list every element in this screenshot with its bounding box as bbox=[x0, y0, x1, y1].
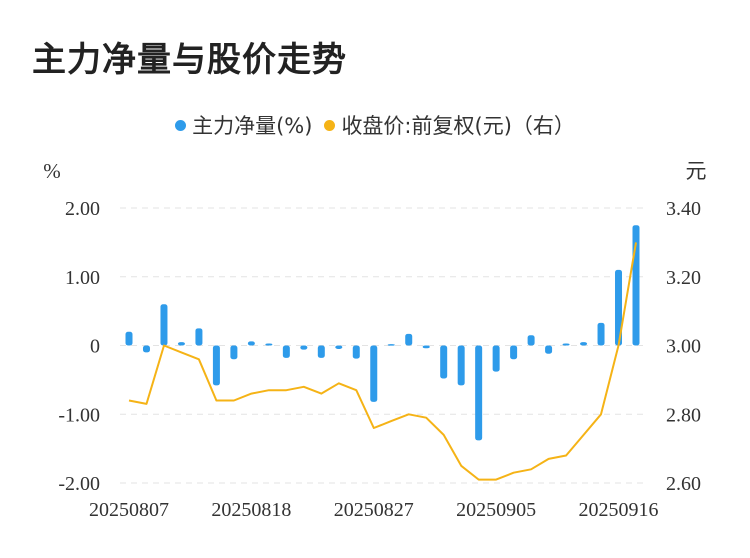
right-axis-unit: 元 bbox=[686, 159, 707, 183]
bar[interactable] bbox=[265, 343, 273, 346]
bar[interactable] bbox=[422, 345, 430, 349]
bar[interactable] bbox=[562, 343, 570, 346]
bar[interactable] bbox=[195, 328, 203, 346]
bar[interactable] bbox=[177, 342, 185, 346]
right-tick-label: 2.80 bbox=[666, 404, 701, 426]
left-axis-unit: % bbox=[43, 159, 61, 183]
bar[interactable] bbox=[457, 345, 465, 386]
left-tick-label: -1.00 bbox=[58, 404, 100, 426]
bar[interactable] bbox=[440, 345, 448, 379]
right-tick-label: 2.60 bbox=[666, 473, 701, 495]
bar[interactable] bbox=[510, 345, 518, 360]
bar[interactable] bbox=[125, 331, 133, 346]
bar[interactable] bbox=[160, 304, 168, 346]
legend: 主力净量(%) 收盘价:前复权(元)（右） bbox=[0, 110, 750, 140]
x-tick-label: 20250827 bbox=[334, 499, 414, 521]
bar[interactable] bbox=[580, 342, 588, 346]
bar[interactable] bbox=[597, 322, 605, 346]
bar[interactable] bbox=[300, 345, 308, 350]
bar[interactable] bbox=[335, 345, 343, 349]
bar[interactable] bbox=[475, 345, 483, 441]
legend-label-net-volume: 主力净量(%) bbox=[192, 114, 313, 138]
bar[interactable] bbox=[405, 333, 413, 346]
left-tick-label: 0 bbox=[90, 336, 100, 358]
legend-dot-blue bbox=[175, 119, 187, 131]
right-tick-label: 3.40 bbox=[666, 198, 701, 220]
bar[interactable] bbox=[492, 345, 500, 372]
legend-dot-orange bbox=[324, 119, 336, 131]
x-tick-label: 20250807 bbox=[89, 499, 169, 521]
x-tick-label: 20250916 bbox=[579, 499, 659, 521]
price-line[interactable] bbox=[128, 242, 637, 481]
left-tick-label: -2.00 bbox=[58, 473, 100, 495]
x-tick-label: 20250818 bbox=[211, 499, 291, 521]
bar[interactable] bbox=[615, 269, 623, 346]
bar[interactable] bbox=[142, 345, 150, 353]
legend-item-close-price[interactable]: 收盘价:前复权(元)（右） bbox=[324, 110, 575, 140]
left-tick-label: 2.00 bbox=[65, 198, 100, 220]
bar[interactable] bbox=[370, 345, 378, 402]
bar[interactable] bbox=[545, 345, 553, 354]
right-tick-label: 3.20 bbox=[666, 267, 701, 289]
bar[interactable] bbox=[212, 345, 220, 386]
legend-item-net-volume[interactable]: 主力净量(%) bbox=[175, 110, 312, 140]
legend-label-close-price: 收盘价:前复权(元)（右） bbox=[341, 114, 575, 138]
right-tick-label: 3.00 bbox=[666, 336, 701, 358]
chart-title: 主力净量与股价走势 bbox=[32, 40, 347, 80]
bar[interactable] bbox=[352, 345, 360, 359]
bar[interactable] bbox=[387, 344, 395, 346]
bar[interactable] bbox=[282, 345, 290, 358]
bar[interactable] bbox=[230, 345, 238, 360]
bar[interactable] bbox=[317, 345, 325, 358]
bar[interactable] bbox=[527, 335, 535, 346]
bar[interactable] bbox=[247, 341, 255, 346]
x-tick-label: 20250905 bbox=[456, 499, 536, 521]
left-tick-label: 1.00 bbox=[65, 267, 100, 289]
